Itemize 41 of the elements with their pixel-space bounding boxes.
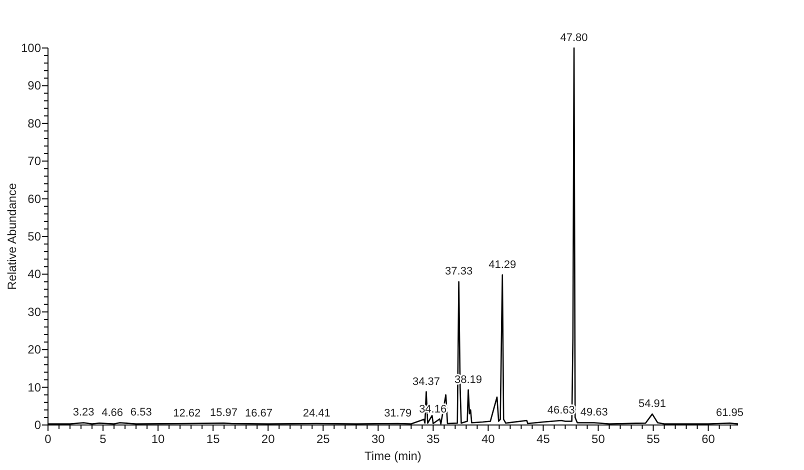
x-tick-label: 55	[646, 432, 660, 446]
y-tick-label: 70	[28, 154, 42, 168]
annotation: 37.33	[445, 266, 473, 278]
x-tick-label: 0	[44, 432, 52, 446]
x-tick-label: 40	[482, 432, 496, 446]
annotation: 61.95	[716, 407, 744, 420]
x-tick-label: 25	[316, 432, 330, 446]
x-tick-label: 5	[100, 432, 107, 446]
y-tick-label: 40	[28, 267, 42, 282]
y-tick-label: 10	[28, 380, 42, 394]
x-tick-label: 10	[151, 432, 166, 446]
annotation: 6.53	[130, 406, 152, 419]
x-tick-label: 45	[536, 432, 550, 446]
x-tick-label: 15	[206, 432, 220, 446]
annotation: 3.23	[72, 406, 94, 419]
annotation: 49.63	[580, 406, 608, 419]
y-tick-label: 20	[28, 342, 42, 357]
annotation: 31.79	[384, 407, 412, 420]
annotation: 4.66	[102, 407, 124, 420]
x-tick-label: 50	[592, 432, 606, 446]
annotation: 16.67	[244, 407, 273, 420]
x-tick-label: 35	[426, 432, 440, 446]
annotation: 34.37	[412, 376, 440, 388]
annotation: 12.62	[173, 407, 201, 420]
y-tick-label: 50	[28, 230, 42, 244]
annotation: 24.41	[302, 407, 330, 420]
y-tick-label: 60	[28, 192, 42, 206]
y-tick-label: 0	[34, 418, 42, 432]
annotation: 15.97	[210, 407, 238, 420]
y-tick-label: 90	[28, 78, 42, 93]
x-tick-label: 20	[261, 432, 276, 446]
y-tick-label: 100	[20, 41, 42, 55]
x-tick-label: 30	[371, 432, 386, 446]
y-tick-label: 30	[28, 304, 42, 319]
x-tick-label: 60	[702, 432, 716, 446]
annotation: 41.29	[488, 258, 516, 271]
y-tick-label: 80	[28, 116, 42, 130]
annotation: 54.91	[638, 398, 666, 410]
x-axis-title: Time (min)	[364, 449, 422, 463]
y-axis-title: Relative Abundance	[5, 182, 19, 290]
annotation: 47.80	[560, 32, 588, 44]
